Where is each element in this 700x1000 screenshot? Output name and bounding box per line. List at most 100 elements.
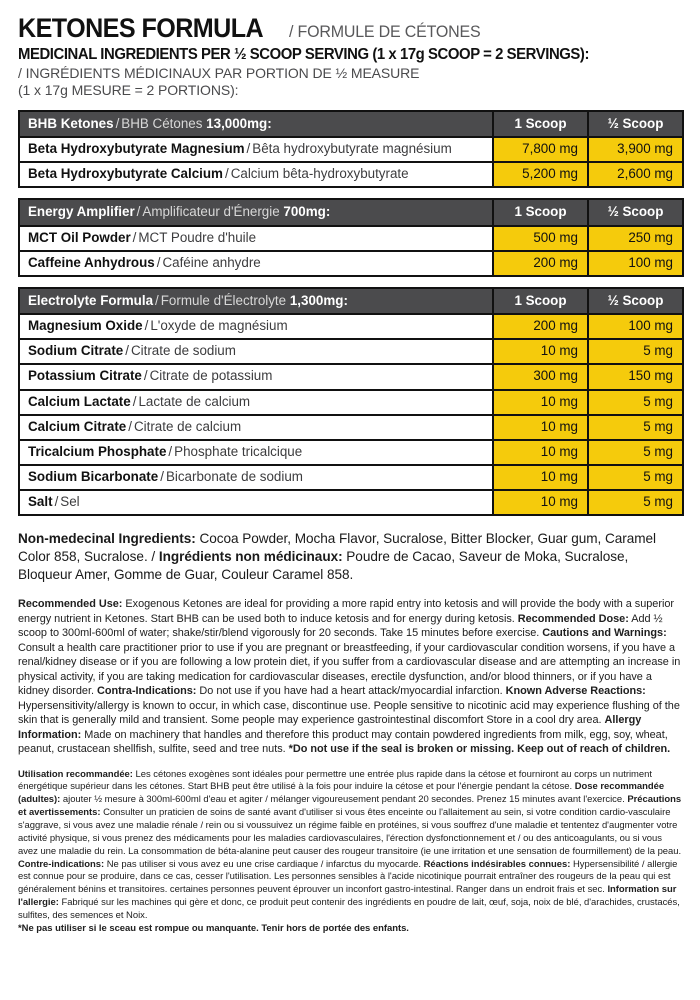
- value-one-scoop: 7,800 mg: [493, 136, 589, 163]
- directions-paragraph-en: Recommended Use: Exogenous Ketones are i…: [18, 597, 682, 757]
- text-reactions-indesirables: Hypersensibilité / allergie est connue p…: [18, 858, 678, 896]
- group-title-cell: Energy Amplifier / Amplificateur d'Énergie…: [19, 199, 494, 226]
- ingredient-name-en: Sodium Citrate: [28, 343, 124, 359]
- value-one-scoop: 10 mg: [493, 438, 589, 465]
- text-cautions-warnings: Consult a health care practitioner prior…: [18, 641, 681, 698]
- heading-known-adverse-reactions: Known Adverse Reactions:: [505, 685, 646, 698]
- column-header-half-scoop: ½ Scoop: [588, 110, 683, 138]
- serving-heading-fr-2: (1 x 17g MESURE = 2 PORTIONS):: [18, 82, 239, 99]
- ingredient-name-en: MCT Oil Powder: [28, 229, 131, 245]
- value-half-scoop: 100 mg: [588, 313, 683, 340]
- table-row: Calcium Citrate / Citrate de calcium 10 mg…: [19, 413, 683, 440]
- ingredient-name-fr: Lactate de calcium: [138, 393, 251, 409]
- ingredient-name-cell: Magnesium Oxide / L'oxyde de magnésium: [19, 313, 494, 340]
- heading-contra-indications: Contra-Indications:: [96, 685, 197, 698]
- heading-recommended-dose: Recommended Dose:: [517, 612, 629, 625]
- value-one-scoop: 200 mg: [493, 249, 589, 276]
- ingredient-name-cell: Potassium Citrate / Citrate de potassium: [19, 363, 494, 390]
- table-row: Calcium Lactate / Lactate de calcium 10 mg…: [19, 388, 683, 415]
- page-title: KETONES FORMULA / FORMULE DE CÉTONES: [18, 13, 684, 43]
- table-row: Sodium Citrate / Citrate de sodium 10 mg 5…: [19, 338, 683, 365]
- group-title-fr: BHB Cétones: [121, 115, 203, 131]
- heading-recommended-use: Recommended Use:: [18, 598, 123, 611]
- text-information-allergie: Fabriqué sur les machines qui gère et do…: [18, 897, 680, 921]
- ingredient-name-cell: Beta Hydroxybutyrate Magnesium / Bêta hydr…: [19, 136, 494, 163]
- ingredient-name-en: Salt: [28, 493, 53, 509]
- ingredient-name-fr: Bicarbonate de sodium: [165, 468, 303, 484]
- slash-separator: /: [54, 493, 59, 509]
- value-half-scoop: 100 mg: [588, 249, 683, 276]
- value-half-scoop: 5 mg: [588, 338, 683, 365]
- value-one-scoop: 10 mg: [493, 413, 589, 440]
- value-half-scoop: 3,900 mg: [588, 136, 683, 163]
- value-half-scoop: 5 mg: [588, 413, 683, 440]
- value-one-scoop: 10 mg: [493, 388, 589, 415]
- value-one-scoop: 200 mg: [493, 313, 589, 340]
- serving-heading-fr-1: / INGRÉDIENTS MÉDICINAUX PAR PORTION DE …: [18, 64, 420, 81]
- value-one-scoop: 10 mg: [493, 463, 589, 490]
- non-medicinal-ingredients: Non-medecinal Ingredients: Cocoa Powder,…: [18, 530, 682, 584]
- table-header-row: Electrolyte Formula / Formule d'Électrolyt…: [19, 287, 683, 315]
- ingredient-name-cell: Calcium Citrate / Citrate de calcium: [19, 413, 494, 440]
- table-row: MCT Oil Powder / MCT Poudre d'huile 500 mg…: [19, 224, 683, 251]
- non-medicinal-label-en: Non-medecinal Ingredients:: [18, 530, 196, 546]
- ingredient-name-fr: MCT Poudre d'huile: [138, 229, 257, 245]
- slash-separator: /: [144, 318, 149, 334]
- non-medicinal-text-en: Cocoa Powder, Mocha Flavor, Sucralose, B…: [18, 530, 656, 564]
- table-row: Salt / Sel 10 mg 5 mg: [19, 488, 683, 515]
- table-row: Beta Hydroxybutyrate Calcium / Calcium bêt…: [19, 161, 683, 188]
- slash-separator: /: [132, 393, 137, 409]
- seal-warning-en: *Do not use if the seal is broken or mis…: [288, 743, 671, 756]
- heading-cautions-warnings: Cautions and Warnings:: [542, 627, 667, 640]
- heading-utilisation-recommandee: Utilisation recommandée:: [18, 768, 133, 780]
- non-medicinal-text-fr: Poudre de Cacao, Saveur de Moka, Sucralo…: [18, 548, 629, 583]
- text-contre-indications: Ne pas utiliser si vous avez eu une cris…: [104, 858, 424, 870]
- text-utilisation-recommandee: Les cétones exogènes sont idéales pour p…: [18, 768, 652, 793]
- slash-separator: /: [125, 343, 129, 359]
- table-row: Caffeine Anhydrous / Caféine anhydre 200 m…: [19, 249, 683, 276]
- column-header-half-scoop: ½ Scoop: [588, 287, 683, 315]
- slash-separator: /: [160, 468, 164, 484]
- ingredient-name-cell: MCT Oil Powder / MCT Poudre d'huile: [19, 224, 494, 251]
- column-header-one-scoop: 1 Scoop: [493, 287, 589, 315]
- slash-separator: /: [115, 115, 120, 131]
- text-allergy-information: Made on machinery that handles and there…: [18, 728, 668, 756]
- slash-separator: /: [156, 254, 161, 270]
- directions-paragraph-fr: Utilisation recommandée: Les cétones exo…: [18, 769, 682, 936]
- slash-separator: /: [136, 204, 141, 220]
- ingredient-name-en: Calcium Lactate: [28, 393, 131, 409]
- non-medicinal-label-fr: Ingrédients non médicinaux:: [158, 548, 343, 564]
- table-header-row: Energy Amplifier / Amplificateur d'Énergie…: [19, 199, 683, 226]
- table-header-row: BHB Ketones / BHB Cétones 13,000mg: 1 Scoo…: [19, 110, 683, 138]
- heading-information-allergie: Information sur l'allergie:: [18, 884, 677, 909]
- value-half-scoop: 250 mg: [588, 224, 683, 251]
- product-title-fr: / FORMULE DE CÉTONES: [288, 23, 481, 41]
- ingredient-name-en: Potassium Citrate: [28, 368, 142, 384]
- column-header-one-scoop: 1 Scoop: [493, 199, 589, 226]
- ingredient-name-fr: Bêta hydroxybutyrate magnésium: [252, 141, 452, 157]
- value-half-scoop: 2,600 mg: [588, 161, 683, 188]
- ingredient-name-en: Sodium Bicarbonate: [28, 468, 159, 484]
- group-title-fr: Amplificateur d'Énergie: [142, 204, 280, 220]
- product-title-en: KETONES FORMULA: [18, 13, 264, 43]
- ingredient-name-cell: Sodium Bicarbonate / Bicarbonate de sodium: [19, 463, 494, 490]
- slash-separator: /: [143, 368, 148, 384]
- group-title-en: Electrolyte Formula: [28, 292, 154, 308]
- table-row: Tricalcium Phosphate / Phosphate tricalciq…: [19, 438, 683, 465]
- ingredient-name-cell: Salt / Sel: [19, 488, 494, 515]
- table-row: Potassium Citrate / Citrate de potassium 3…: [19, 363, 683, 390]
- value-half-scoop: 5 mg: [588, 388, 683, 415]
- group-total-amount: 13,000mg:: [206, 115, 272, 131]
- value-one-scoop: 500 mg: [493, 224, 589, 251]
- ingredient-table-electrolyte-formula: Electrolyte Formula / Formule d'Électrolyt…: [18, 286, 684, 516]
- heading-contre-indications: Contre-indications:: [18, 858, 105, 870]
- value-half-scoop: 150 mg: [588, 363, 683, 390]
- group-total-amount: 700mg:: [283, 204, 331, 220]
- serving-heading-en: MEDICINAL INGREDIENTS PER ½ SCOOP SERVIN…: [18, 46, 589, 64]
- ingredient-name-fr: Citrate de calcium: [133, 418, 242, 434]
- value-one-scoop: 10 mg: [493, 488, 589, 515]
- text-recommended-use: Exogenous Ketones are ideal for providin…: [18, 598, 674, 625]
- group-title-cell: Electrolyte Formula / Formule d'Électrolyt…: [19, 287, 494, 315]
- slash-separator: /: [224, 166, 229, 182]
- text-recommended-dose: Add ½ scoop to 300ml-600ml of water; sha…: [18, 612, 663, 640]
